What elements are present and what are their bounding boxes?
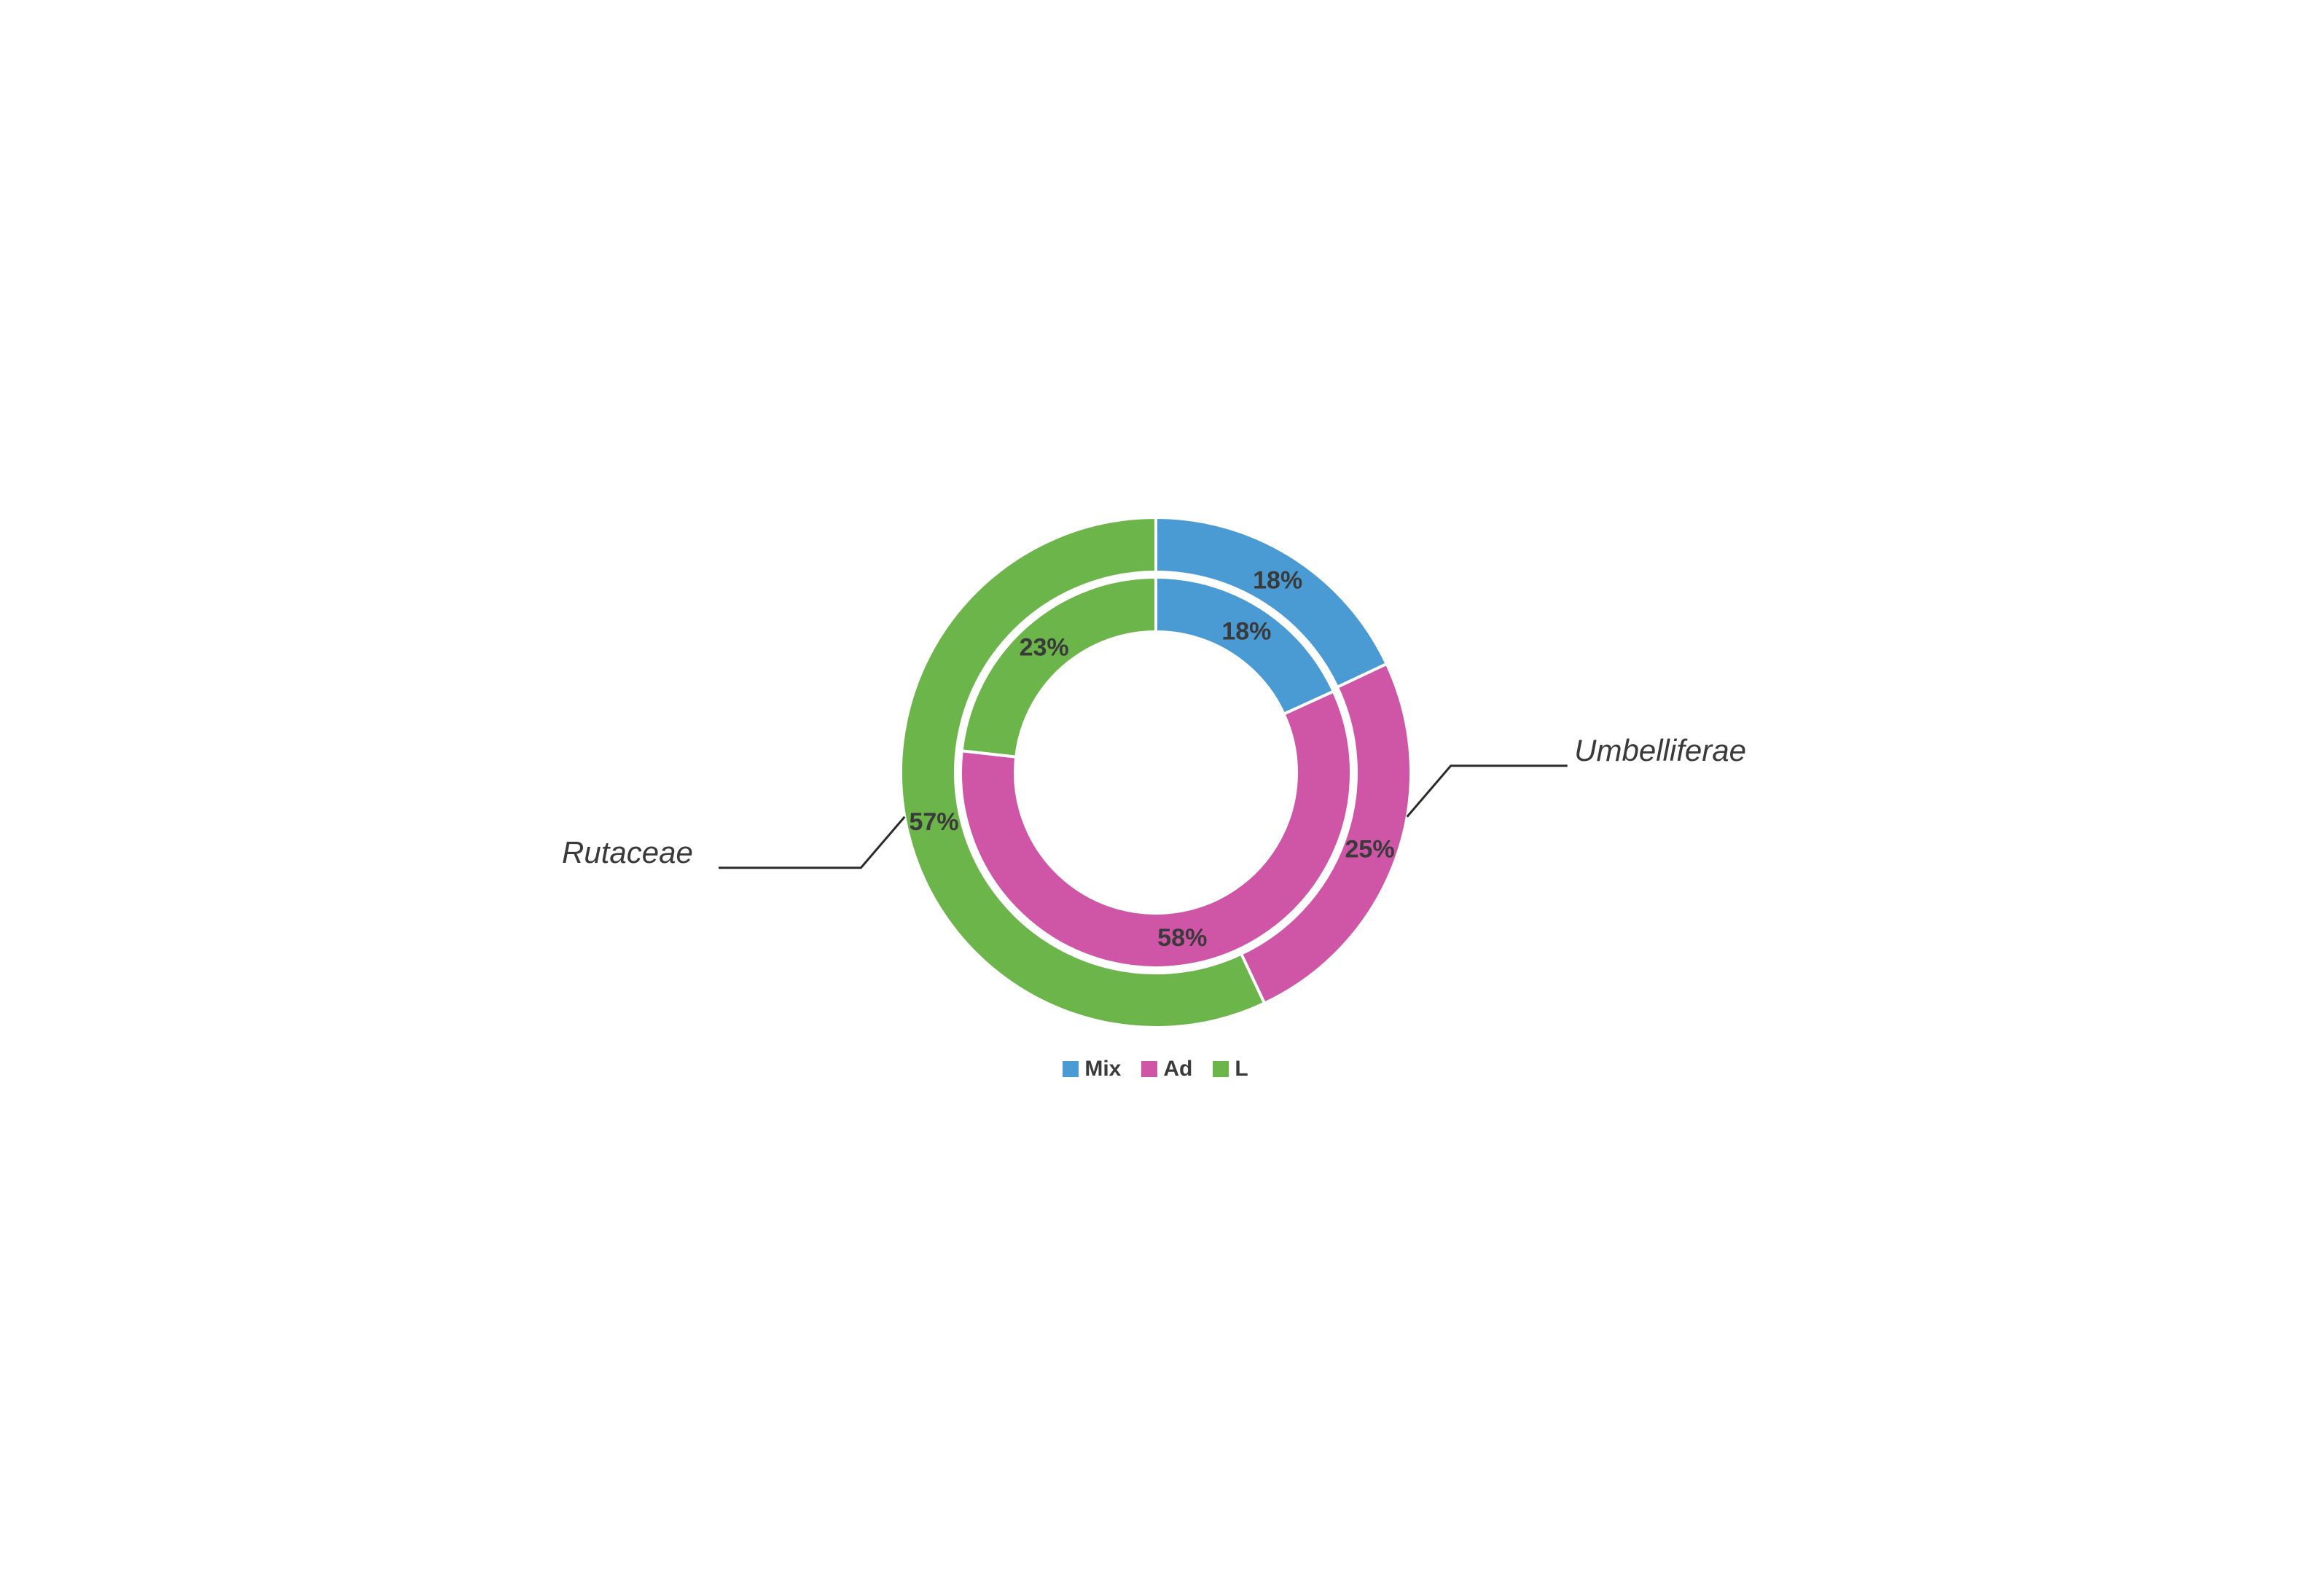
legend-swatch-l (1213, 1061, 1229, 1077)
callout-label: Umbelliferae (1574, 733, 1746, 768)
slice-label: 58% (1157, 924, 1207, 952)
slice-label: 18% (1221, 618, 1271, 646)
legend-item-mix: Mix (1063, 1057, 1121, 1081)
legend-swatch-mix (1063, 1061, 1079, 1077)
legend-item-ad: Ad (1141, 1057, 1192, 1081)
donut-chart-svg: 18% 25% 57% 18% 58% 23% (719, 496, 1593, 1049)
callout-leader (1407, 766, 1567, 817)
legend: Mix Ad L (719, 1057, 1593, 1081)
legend-swatch-ad (1141, 1061, 1157, 1077)
slice-label: 23% (1019, 634, 1068, 662)
slice-label: 57% (909, 808, 958, 836)
donut-chart-container: 18%25%57%18%58%23% Mix Ad L RutaceaeUmbe… (719, 496, 1593, 1100)
legend-label-l: L (1235, 1057, 1248, 1081)
slice-label: 18% (1253, 567, 1302, 595)
slice-label: 25% (1345, 836, 1394, 864)
callout-label: Rutaceae (562, 835, 693, 870)
legend-item-l: L (1213, 1057, 1248, 1081)
callout-leader (719, 817, 904, 868)
legend-label-ad: Ad (1163, 1057, 1192, 1081)
legend-label-mix: Mix (1084, 1057, 1121, 1081)
